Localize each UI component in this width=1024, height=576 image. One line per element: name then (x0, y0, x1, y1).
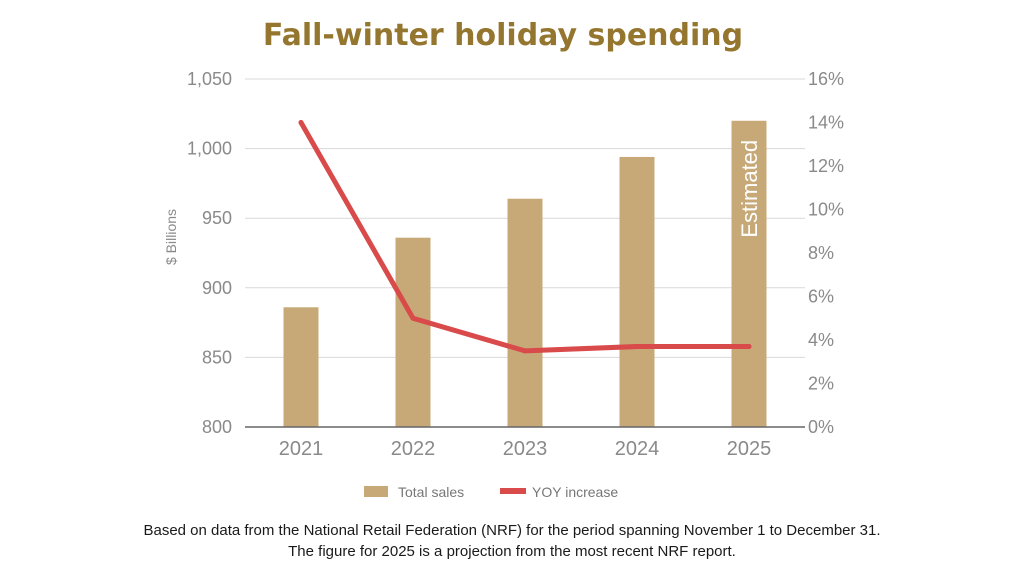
y2-tick-label: 14% (808, 113, 844, 133)
caption-line-2: The figure for 2025 is a projection from… (288, 543, 736, 560)
yoy-point-2022 (410, 315, 416, 321)
chart-title: Fall-winter holiday spending (263, 18, 743, 53)
bar-2022 (395, 237, 431, 427)
legend-swatch-yoy-increase (500, 488, 526, 494)
x-tick-label: 2022 (391, 438, 436, 460)
x-tick-label: 2025 (727, 438, 772, 460)
y-tick-label: 800 (202, 417, 232, 437)
x-tick-label: 2021 (279, 438, 324, 460)
y2-tick-label: 0% (808, 417, 834, 437)
yoy-point-2023 (522, 348, 528, 354)
bar-2025 (731, 120, 767, 427)
bar-2024 (619, 156, 655, 427)
legend-swatch-total-sales (364, 486, 388, 497)
y-tick-label: 900 (202, 278, 232, 298)
y-tick-label: 1,000 (187, 139, 232, 159)
y2-tick-label: 16% (808, 69, 844, 89)
bar-2021 (283, 307, 319, 427)
caption-line-1: Based on data from the National Retail F… (143, 522, 881, 539)
y-axis-label: $ Billions (163, 209, 179, 265)
yoy-point-2024 (634, 344, 640, 350)
yoy-line (298, 120, 752, 354)
y-tick-label: 1,050 (187, 69, 232, 89)
annotations: Estimated (737, 140, 762, 238)
legend: Total sales YOY increase (364, 484, 618, 500)
y2-tick-label: 10% (808, 200, 844, 220)
yoy-point-2021 (298, 120, 304, 125)
y2-tick-label: 12% (808, 156, 844, 176)
y-tick-label: 850 (202, 347, 232, 367)
legend-label-total-sales: Total sales (398, 484, 464, 500)
yoy-point-2025 (746, 344, 752, 350)
estimated-annotation: Estimated (737, 140, 762, 238)
y2-tick-label: 2% (808, 374, 834, 394)
bars (283, 120, 767, 427)
y2-tick-label: 6% (808, 287, 834, 307)
legend-label-yoy-increase: YOY increase (532, 484, 618, 500)
x-tick-label: 2023 (503, 438, 548, 460)
y-tick-label: 950 (202, 208, 232, 228)
bar-2023 (507, 198, 543, 427)
x-tick-label: 2024 (615, 438, 660, 460)
y2-tick-label: 4% (808, 330, 834, 350)
y2-tick-label: 8% (808, 243, 834, 263)
axes: 800 850 900 950 1,000 1,050 0% 2% 4% 6% 8% 10% 12% 14… (187, 69, 844, 460)
